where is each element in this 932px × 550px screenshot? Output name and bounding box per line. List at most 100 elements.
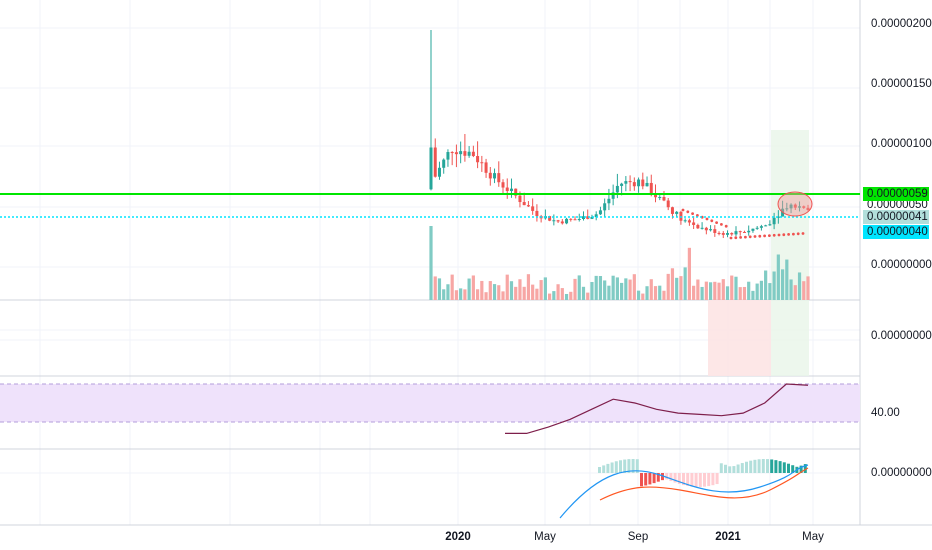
rsi-line xyxy=(505,383,809,434)
candle-body xyxy=(454,152,458,155)
chart-grid xyxy=(0,0,860,525)
macd-histogram-bar xyxy=(724,464,727,473)
volume-bar xyxy=(598,276,603,300)
candle-body xyxy=(658,197,662,199)
macd-histogram-bar xyxy=(799,465,803,473)
trend-marker xyxy=(729,236,733,240)
candle-body xyxy=(620,183,624,186)
candle-body xyxy=(721,233,725,235)
trend-marker xyxy=(739,236,742,239)
trend-marker xyxy=(768,234,771,238)
volume-bar xyxy=(484,292,488,300)
candle-body xyxy=(581,216,585,220)
candle-body xyxy=(476,156,480,163)
candle-body xyxy=(493,173,497,179)
candle-body xyxy=(683,220,687,222)
macd-histogram-bar xyxy=(644,473,648,486)
volume-bars xyxy=(429,226,810,300)
volume-bar xyxy=(641,293,645,300)
macd-histogram-bar xyxy=(803,464,807,473)
macd-histogram-bar xyxy=(598,467,601,473)
volume-bar xyxy=(662,290,666,300)
volume-bar xyxy=(556,284,560,300)
candle-body xyxy=(713,229,717,233)
pattern-highlight xyxy=(777,191,813,217)
macd-histogram-bar xyxy=(610,462,614,473)
candle-body xyxy=(548,216,552,221)
candle-body xyxy=(726,233,730,235)
macd-line xyxy=(559,464,809,519)
macd-histogram-bar xyxy=(665,473,669,480)
candle-body xyxy=(662,197,666,201)
candle-body xyxy=(433,147,437,177)
candle-body xyxy=(696,224,700,229)
candle-body xyxy=(484,162,488,173)
volume-bar xyxy=(776,254,780,300)
candle-body xyxy=(450,152,454,154)
volume-bar xyxy=(543,277,547,300)
macd-histogram-bar xyxy=(707,473,711,487)
candle-body xyxy=(806,207,810,211)
macd-histogram-bar xyxy=(623,459,627,473)
time-label-2020: 2020 xyxy=(445,531,471,543)
last-price-tag: 0.00000041 xyxy=(863,210,929,224)
trend-marker xyxy=(763,234,766,238)
candle-body xyxy=(607,198,611,204)
volume-bar xyxy=(607,285,611,300)
trend-marker xyxy=(720,223,723,226)
volume-bar xyxy=(586,292,590,300)
volume-bar xyxy=(793,285,797,300)
candle-body xyxy=(764,225,768,227)
volume-bar xyxy=(429,226,433,300)
macd-histogram-bar xyxy=(719,463,723,473)
candle-body xyxy=(704,227,708,231)
volume-bar xyxy=(700,286,704,300)
candle-body xyxy=(603,203,607,211)
macd-histogram-bar xyxy=(745,461,748,473)
trend-marker xyxy=(734,236,738,240)
candle-body xyxy=(463,151,467,156)
candle-body xyxy=(755,227,759,229)
volume-bar xyxy=(560,288,564,300)
candle-body xyxy=(586,216,590,219)
candle-body xyxy=(654,194,658,198)
volume-bar xyxy=(658,285,662,300)
macd-histogram-bar xyxy=(778,461,782,473)
volume-bar xyxy=(772,271,776,300)
macd-histogram-bar xyxy=(770,459,774,473)
macd-histogram-bar xyxy=(698,473,702,487)
candle-body xyxy=(734,231,738,235)
candle-body xyxy=(556,220,560,222)
macd-histogram-bar xyxy=(761,459,765,473)
candle-body xyxy=(615,185,619,193)
short-position-zone xyxy=(708,300,771,376)
volume-bar xyxy=(492,284,497,300)
time-label-may-2020: May xyxy=(534,531,556,543)
candle-body xyxy=(709,229,713,231)
trend-marker xyxy=(691,212,694,216)
trend-marker xyxy=(777,233,781,237)
volume-bar xyxy=(594,275,598,300)
macd-histogram-bar xyxy=(711,473,715,486)
volume-bar xyxy=(459,288,463,300)
macd-histogram-bar xyxy=(652,473,656,484)
candle-body xyxy=(641,179,645,187)
volume-bar xyxy=(454,290,459,300)
volume-bar xyxy=(539,280,543,300)
trend-marker xyxy=(710,219,714,223)
candle-body xyxy=(772,217,776,225)
volume-bar xyxy=(564,293,569,300)
trend-marker xyxy=(753,235,757,238)
candle-body xyxy=(526,205,530,207)
volume-bar xyxy=(797,272,802,300)
volume-bar xyxy=(666,273,670,300)
macd-histogram-bar xyxy=(627,459,631,473)
volume-bar xyxy=(475,289,480,300)
candle-body xyxy=(590,217,594,219)
candle-body xyxy=(480,162,484,164)
volume-bar xyxy=(463,289,467,300)
candle-body xyxy=(565,218,569,224)
volume-bar xyxy=(789,279,793,300)
macd-histogram-bar xyxy=(740,463,744,473)
